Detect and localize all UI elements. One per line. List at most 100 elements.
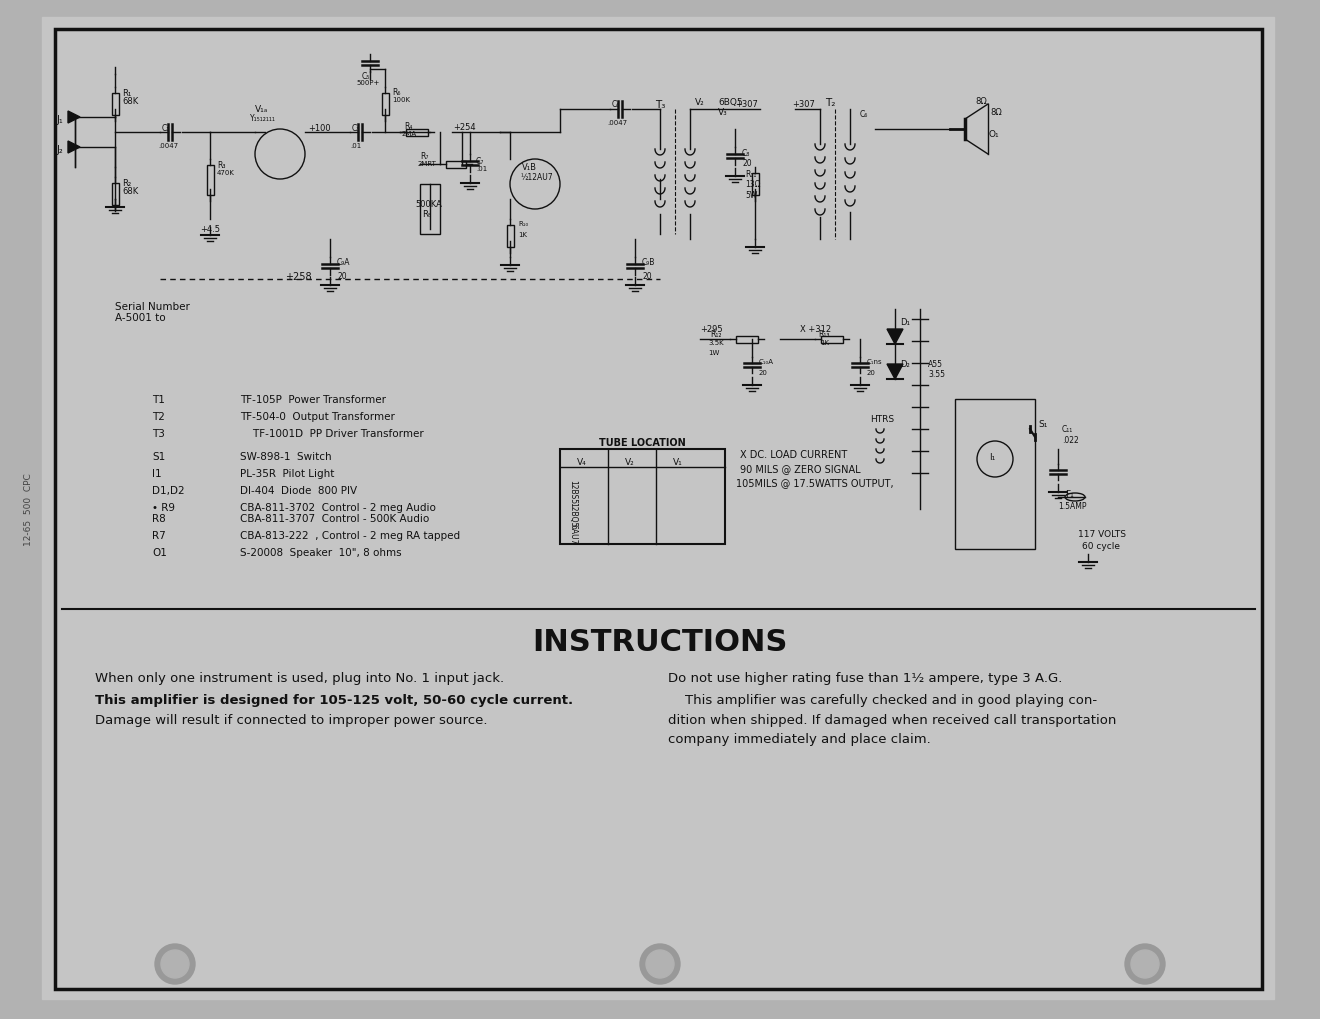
- Text: 1K: 1K: [517, 231, 527, 237]
- Text: S₁: S₁: [1038, 420, 1047, 429]
- Text: dition when shipped. If damaged when received call transportation: dition when shipped. If damaged when rec…: [668, 713, 1117, 727]
- Text: 20: 20: [337, 272, 347, 280]
- Text: Y₁₅₁₂₁₁₁: Y₁₅₁₂₁₁₁: [249, 114, 276, 123]
- Text: DI-404  Diode  800 PIV: DI-404 Diode 800 PIV: [240, 485, 358, 495]
- Text: X DC. LOAD CURRENT: X DC. LOAD CURRENT: [741, 449, 847, 460]
- Text: Serial Number: Serial Number: [115, 302, 190, 312]
- Text: +307: +307: [792, 100, 814, 109]
- Text: .01: .01: [350, 143, 362, 149]
- Text: C₁: C₁: [162, 124, 170, 132]
- Text: This amplifier is designed for 105-125 volt, 50-60 cycle current.: This amplifier is designed for 105-125 v…: [95, 693, 573, 706]
- Text: C₈
20: C₈ 20: [742, 149, 751, 168]
- Circle shape: [161, 950, 189, 978]
- Text: D₁: D₁: [900, 318, 909, 327]
- Text: T1: T1: [152, 394, 165, 405]
- Bar: [560, 449, 725, 544]
- Bar: [111, 183, 119, 206]
- Text: 500P+: 500P+: [356, 79, 379, 86]
- Text: CBA-811-3707  Control - 500K Audio: CBA-811-3707 Control - 500K Audio: [240, 514, 429, 524]
- Text: Damage will result if connected to improper power source.: Damage will result if connected to impro…: [95, 713, 487, 727]
- Text: C₅: C₅: [362, 72, 371, 81]
- Text: .022: .022: [1063, 435, 1078, 444]
- Text: T3: T3: [152, 429, 165, 438]
- Text: T₃: T₃: [655, 100, 665, 110]
- Text: 105MILS @ 17.5WATTS OUTPUT,: 105MILS @ 17.5WATTS OUTPUT,: [737, 478, 894, 487]
- Text: CBA-811-3702  Control - 2 meg Audio: CBA-811-3702 Control - 2 meg Audio: [240, 502, 436, 513]
- Text: O1: O1: [152, 547, 166, 557]
- Circle shape: [640, 944, 680, 984]
- Text: S-20008  Speaker  10", 8 ohms: S-20008 Speaker 10", 8 ohms: [240, 547, 401, 557]
- Text: ½12AU7: ½12AU7: [520, 173, 553, 181]
- Text: R8: R8: [152, 514, 166, 524]
- Text: +307: +307: [735, 100, 758, 109]
- Text: R₁₂: R₁₂: [710, 330, 722, 338]
- Bar: [821, 336, 843, 343]
- Circle shape: [645, 950, 675, 978]
- Text: R₁: R₁: [121, 89, 131, 98]
- Polygon shape: [887, 365, 903, 380]
- Text: INSTRUCTIONS: INSTRUCTIONS: [532, 628, 788, 656]
- Text: 90 MILS @ ZERO SIGNAL: 90 MILS @ ZERO SIGNAL: [741, 464, 861, 474]
- Text: 470K: 470K: [216, 170, 235, 176]
- Text: TF-504-0  Output Transformer: TF-504-0 Output Transformer: [240, 412, 395, 422]
- Text: V₂: V₂: [696, 98, 705, 107]
- Text: R₃: R₃: [216, 161, 226, 170]
- Text: 1K: 1K: [820, 339, 829, 345]
- Circle shape: [1125, 944, 1166, 984]
- Text: 500KA: 500KA: [414, 200, 442, 209]
- Text: C₇: C₇: [477, 157, 484, 166]
- Text: 100K: 100K: [392, 97, 411, 103]
- Text: X +312: X +312: [800, 325, 832, 333]
- Polygon shape: [887, 330, 903, 344]
- Text: J₁: J₁: [57, 115, 63, 125]
- Text: 6AU7: 6AU7: [568, 524, 577, 544]
- Text: T2: T2: [152, 412, 165, 422]
- Bar: [206, 166, 214, 196]
- Text: HTRS: HTRS: [870, 415, 894, 424]
- Text: TUBE LOCATION: TUBE LOCATION: [599, 437, 686, 447]
- Text: 3.5K: 3.5K: [708, 339, 723, 345]
- Text: T₂: T₂: [825, 98, 836, 108]
- Text: CBA-813-222  , Control - 2 meg RA tapped: CBA-813-222 , Control - 2 meg RA tapped: [240, 531, 461, 540]
- Text: S1: S1: [152, 451, 165, 462]
- Text: 68K: 68K: [121, 186, 139, 196]
- Text: V₁: V₁: [673, 458, 682, 467]
- Text: +295: +295: [700, 325, 722, 333]
- Text: R₁₀: R₁₀: [517, 221, 528, 227]
- Text: 8Ω: 8Ω: [990, 108, 1002, 117]
- Text: .0047: .0047: [607, 120, 627, 126]
- Text: D1,D2: D1,D2: [152, 485, 185, 495]
- Circle shape: [1131, 950, 1159, 978]
- Text: I1: I1: [152, 469, 161, 479]
- Text: SW-898-1  Switch: SW-898-1 Switch: [240, 451, 331, 462]
- Text: 2MA: 2MA: [403, 130, 417, 137]
- Text: C₆: C₆: [861, 110, 869, 119]
- Text: 20: 20: [642, 272, 652, 280]
- Bar: [381, 94, 388, 116]
- Text: 117 VOLTS: 117 VOLTS: [1078, 530, 1126, 538]
- Text: C₉B: C₉B: [642, 258, 655, 267]
- Text: 20: 20: [867, 370, 876, 376]
- Text: +4.5: +4.5: [201, 225, 220, 233]
- Text: R7: R7: [152, 531, 166, 540]
- Text: C₁₀A: C₁₀A: [759, 359, 774, 365]
- Polygon shape: [69, 142, 81, 154]
- Text: C₁ns: C₁ns: [867, 359, 883, 365]
- Text: 20: 20: [759, 370, 768, 376]
- Text: V₂: V₂: [626, 458, 635, 467]
- Text: C₁₁: C₁₁: [1063, 425, 1073, 433]
- Text: V₁B: V₁B: [521, 163, 537, 172]
- Bar: [954, 399, 1035, 549]
- Text: F₁: F₁: [1065, 489, 1073, 498]
- Text: O₁: O₁: [987, 129, 999, 139]
- Text: 60 cycle: 60 cycle: [1082, 541, 1119, 550]
- Text: 1.5AMP: 1.5AMP: [1059, 501, 1086, 511]
- Text: A55
3.55: A55 3.55: [928, 360, 945, 379]
- Text: 12BS5: 12BS5: [568, 480, 577, 503]
- Text: D₂: D₂: [900, 360, 909, 369]
- Text: R₄: R₄: [404, 122, 412, 130]
- Text: R₁₁
13Ω
5W: R₁₁ 13Ω 5W: [744, 170, 760, 200]
- Text: R₂: R₂: [121, 178, 131, 187]
- Text: R₈: R₈: [422, 210, 432, 219]
- Polygon shape: [69, 112, 81, 124]
